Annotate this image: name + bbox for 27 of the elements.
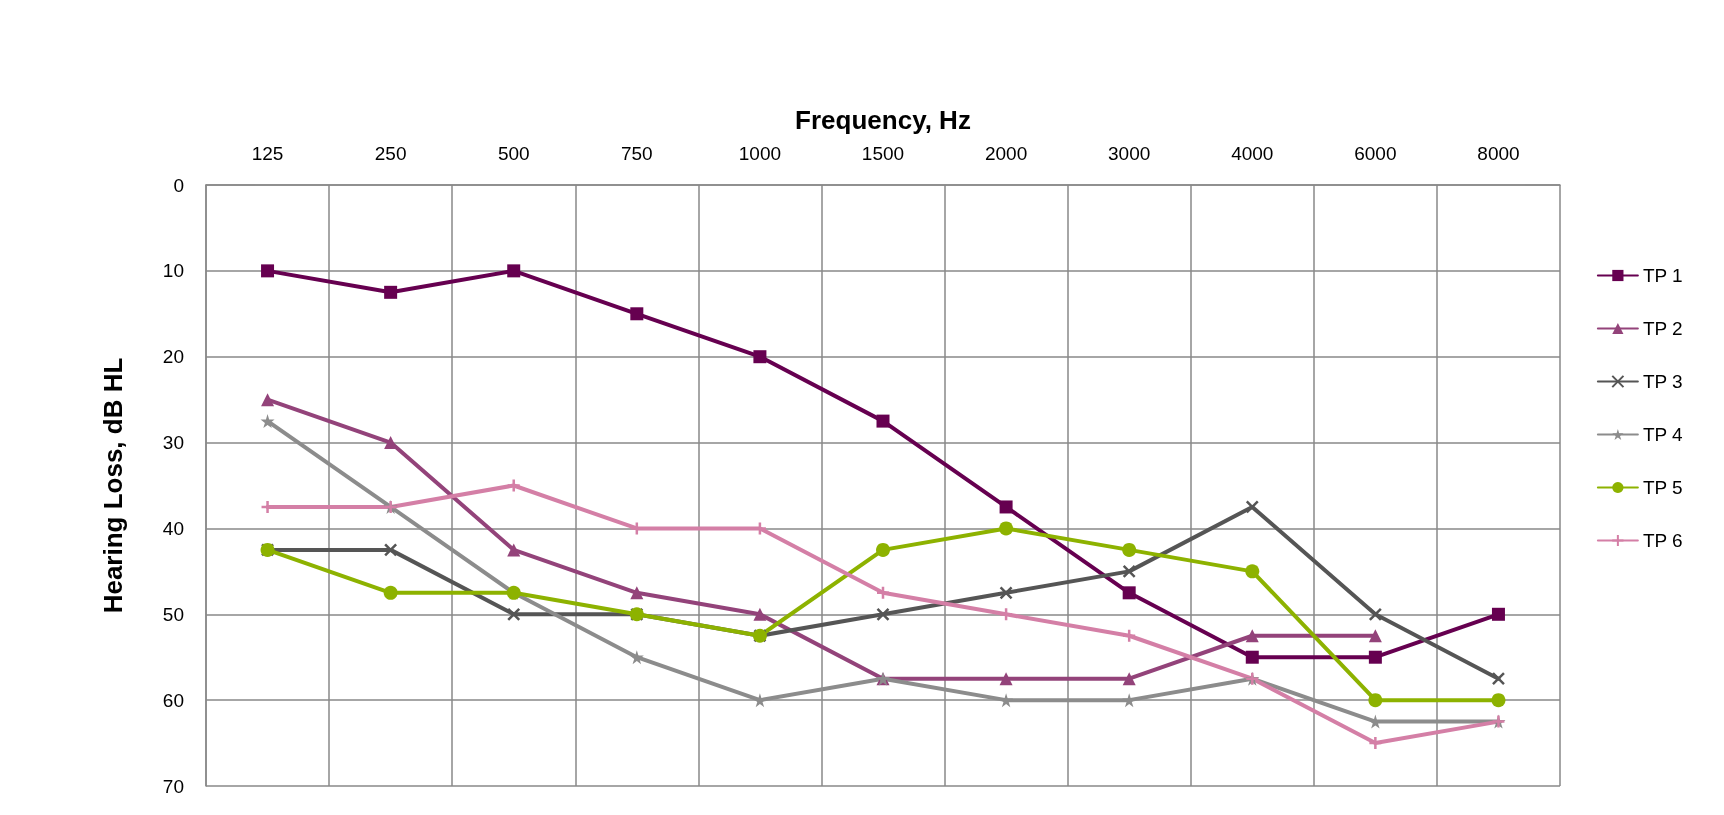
y-tick-label: 20	[162, 346, 184, 368]
legend-label: TP 6	[1642, 530, 1683, 551]
x-tick-label: 1500	[861, 143, 905, 164]
legend-label: TP 4	[1642, 424, 1684, 445]
x-tick-label: 250	[374, 143, 407, 164]
legend-label: TP 2	[1642, 318, 1683, 339]
x-tick-label: 125	[251, 143, 284, 164]
x-tick-label: 3000	[1108, 143, 1151, 164]
y-tick-label: 30	[162, 432, 184, 454]
y-tick-label: 60	[162, 689, 184, 711]
x-tick-label: 500	[497, 143, 530, 164]
y-tick-label: 40	[162, 517, 184, 539]
legend-label: TP 5	[1642, 477, 1683, 498]
y-tick-label: 70	[162, 775, 184, 797]
x-tick-label: 4000	[1231, 143, 1274, 164]
x-tick-label: 2000	[984, 143, 1028, 164]
x-tick-label: 750	[620, 143, 653, 164]
x-axis-title: Frequency, Hz	[795, 105, 971, 135]
legend-label: TP 3	[1642, 371, 1683, 392]
y-tick-label: 0	[173, 174, 184, 196]
x-tick-label: 1000	[738, 143, 782, 164]
legend-label: TP 1	[1642, 265, 1683, 286]
x-tick-label: 8000	[1477, 143, 1520, 164]
y-tick-label: 50	[162, 603, 184, 625]
y-tick-label: 10	[162, 260, 184, 282]
x-tick-label: 6000	[1354, 143, 1397, 164]
y-axis-title: Hearing Loss, dB HL	[98, 357, 128, 614]
